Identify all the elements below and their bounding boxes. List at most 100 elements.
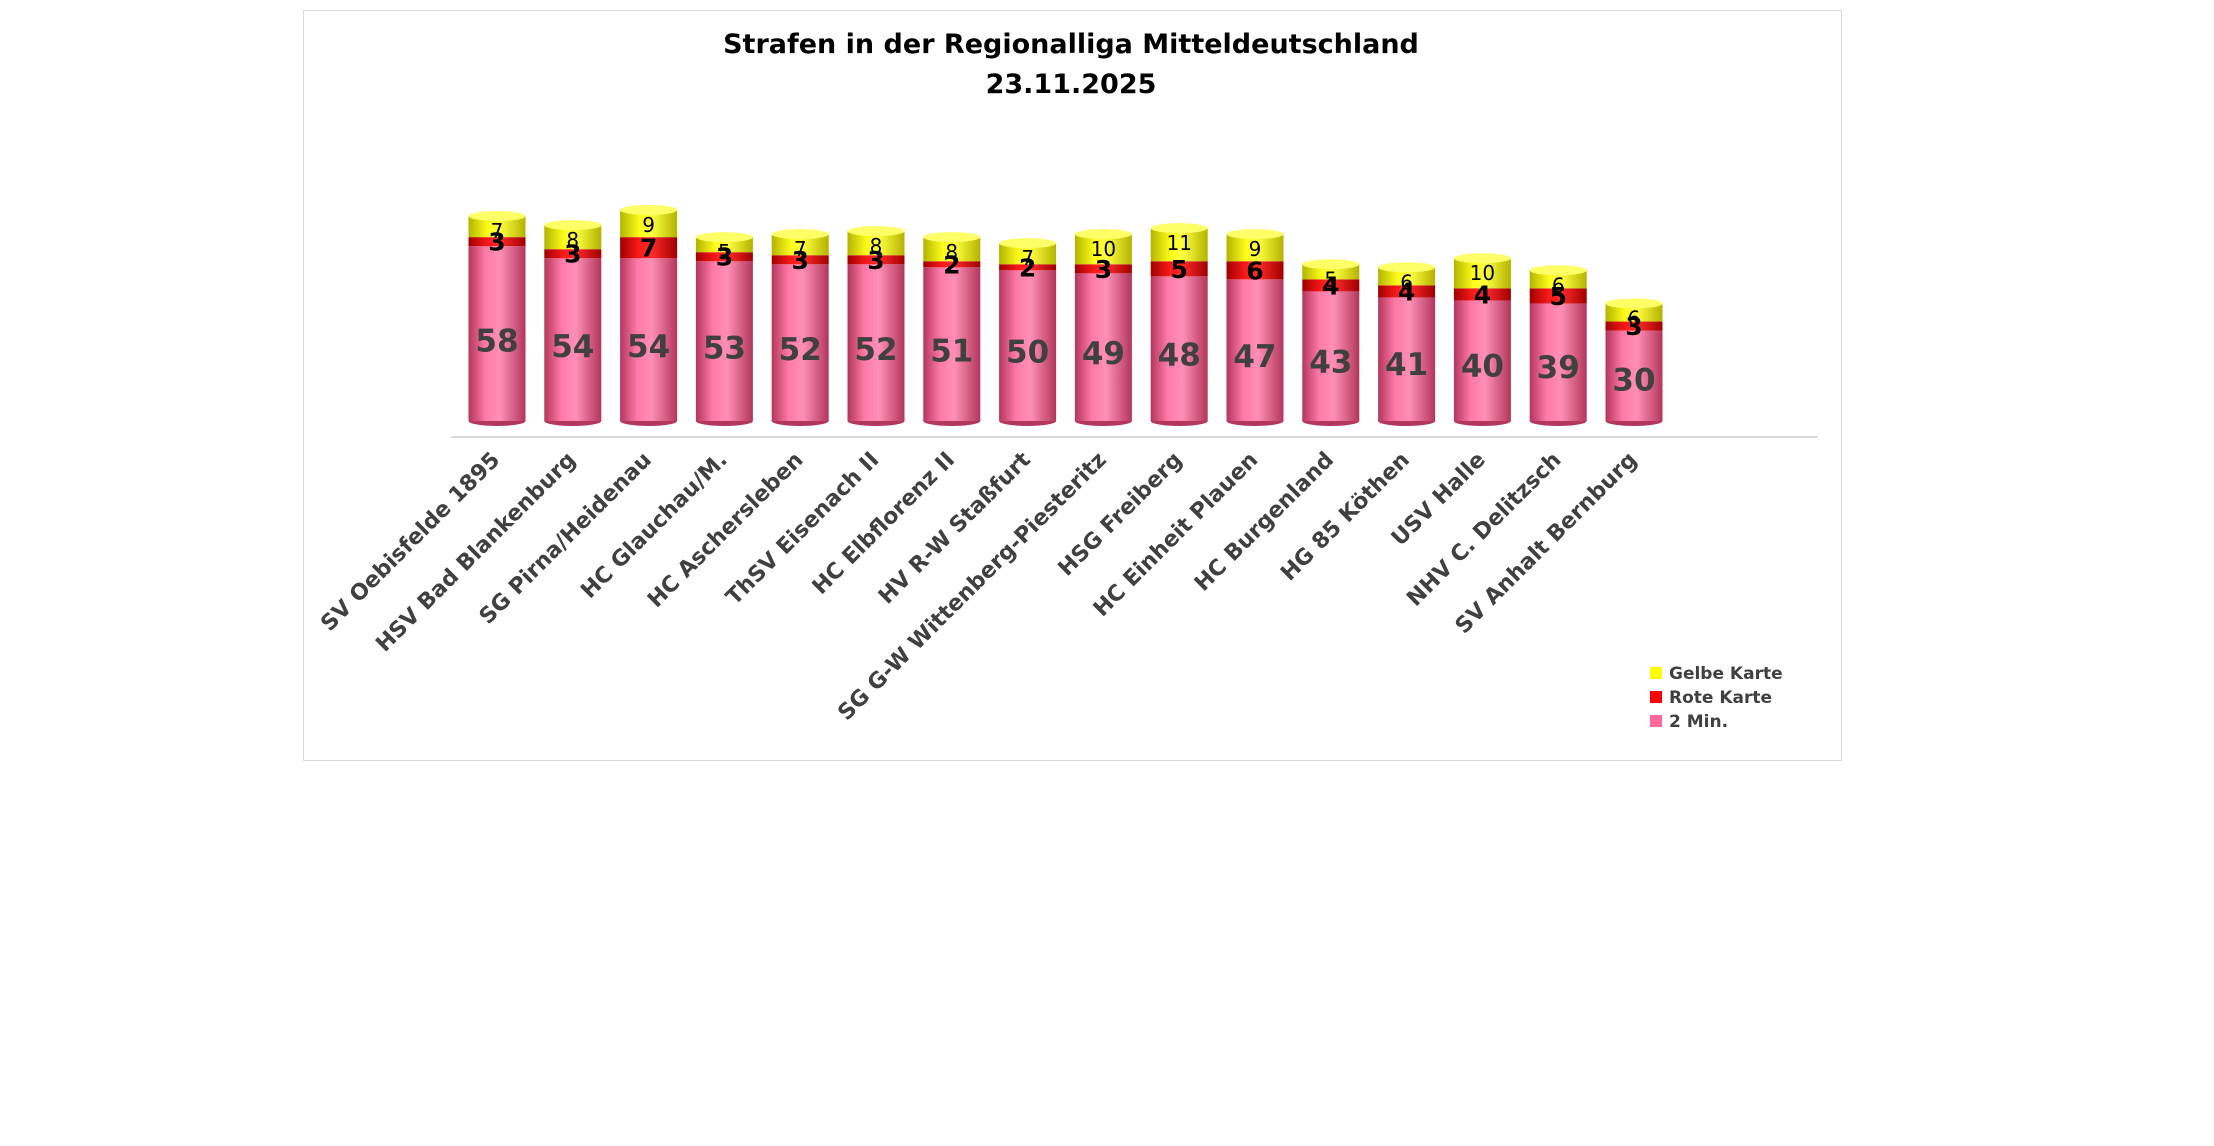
bar-2-min <box>695 261 753 421</box>
data-label-gelbe-karte: 9 <box>1249 237 1262 261</box>
bar-gelbe-karte <box>1453 258 1511 289</box>
data-label-rote-karte: 2 <box>1019 253 1036 282</box>
bar-2-min <box>847 264 905 421</box>
bar-group <box>468 211 526 426</box>
bar-group <box>771 229 829 426</box>
data-label-gelbe-karte: 11 <box>1166 231 1191 255</box>
bar-rote-karte <box>1529 288 1587 304</box>
bar-top-cap <box>695 232 753 243</box>
bar-top-cap <box>1150 223 1208 234</box>
data-label-2-min: 50 <box>1006 335 1049 371</box>
bar-rote-karte <box>1074 264 1132 274</box>
data-label-2-min: 51 <box>930 333 973 369</box>
bar-rote-karte <box>1302 279 1360 292</box>
legend-label-gelbe-karte: Gelbe Karte <box>1669 664 1783 684</box>
data-label-2-min: 39 <box>1537 350 1580 386</box>
bar-rote-karte <box>695 252 753 262</box>
tick-label: HC Glauchau/M. <box>576 448 732 604</box>
data-label-2-min: 58 <box>475 324 518 360</box>
data-label-gelbe-karte: 8 <box>945 240 958 264</box>
legend-label-rote-karte: Rote Karte <box>1669 688 1772 708</box>
data-label-rote-karte: 4 <box>1322 271 1339 300</box>
data-label-gelbe-karte: 7 <box>794 237 807 261</box>
data-label-rote-karte: 5 <box>1170 255 1187 284</box>
bar-rote-karte <box>923 261 981 268</box>
data-label-2-min: 54 <box>551 329 594 365</box>
bar-top-cap <box>1074 229 1132 240</box>
bar-rote-karte <box>1150 261 1208 277</box>
bar-top-cap <box>1605 298 1663 309</box>
data-label-gelbe-karte: 5 <box>718 240 731 264</box>
bar-top-cap <box>544 220 602 231</box>
bar-group <box>1302 259 1360 426</box>
data-label-rote-karte: 3 <box>791 246 808 275</box>
data-label-rote-karte: 3 <box>488 228 505 257</box>
data-label-2-min: 30 <box>1612 362 1655 398</box>
tick-label: HV R-W Staßfurt <box>874 447 1036 609</box>
bar-group <box>620 205 678 426</box>
bar-top-cap <box>1378 262 1436 273</box>
bar-rote-karte <box>1605 321 1663 331</box>
bar-rote-karte <box>999 264 1057 271</box>
bar-top-cap <box>999 238 1057 249</box>
data-label-rote-karte: 6 <box>1246 256 1263 285</box>
bar-top-cap <box>847 226 905 237</box>
bar-gelbe-karte <box>1150 228 1208 262</box>
bar-2-min <box>620 258 678 421</box>
bar-group <box>923 232 981 426</box>
data-label-gelbe-karte: 8 <box>870 234 883 258</box>
bar-top-cap <box>771 229 829 240</box>
bar-group <box>1529 265 1587 426</box>
data-label-gelbe-karte: 5 <box>1324 267 1337 291</box>
tick-label: HC Burgenland <box>1190 448 1339 597</box>
bar-gelbe-karte <box>771 234 829 256</box>
data-label-gelbe-karte: 8 <box>566 228 579 252</box>
bar-top-cap <box>620 205 678 216</box>
data-label-gelbe-karte: 6 <box>1400 270 1413 294</box>
bar-rote-karte <box>1226 261 1284 280</box>
bar-top-cap <box>1226 229 1284 240</box>
tick-label: SG G-W Wittenberg-Piesteritz <box>834 448 1112 726</box>
bar-group <box>695 232 753 426</box>
data-label-rote-karte: 3 <box>716 243 733 272</box>
chart-frame: Strafen in der Regionalliga Mitteldeutsc… <box>303 10 1842 761</box>
data-label-rote-karte: 4 <box>1398 277 1415 306</box>
bar-rote-karte <box>771 255 829 265</box>
bar-group <box>847 226 905 426</box>
bar-2-min <box>468 246 526 421</box>
bar-top-cap <box>468 211 526 222</box>
data-label-2-min: 52 <box>779 332 822 368</box>
chart-title: Strafen in der Regionalliga Mitteldeutsc… <box>723 29 1419 60</box>
bar-top-cap <box>1453 253 1511 264</box>
bar-gelbe-karte <box>1529 270 1587 289</box>
bar-rote-karte <box>620 237 678 259</box>
bar-2-min <box>1605 330 1663 421</box>
bar-group <box>1226 229 1284 426</box>
bar-rote-karte <box>847 255 905 265</box>
bar-2-min <box>1074 273 1132 421</box>
bar-top-cap <box>923 232 981 243</box>
data-labels: 5837543854795335523752385128502749310485… <box>475 213 1655 398</box>
data-label-rote-karte: 3 <box>564 240 581 269</box>
bar-group <box>999 238 1057 426</box>
data-label-rote-karte: 2 <box>943 250 960 279</box>
bar-2-min <box>544 258 602 421</box>
data-label-2-min: 52 <box>854 332 897 368</box>
data-label-gelbe-karte: 7 <box>491 219 504 243</box>
bar-group <box>1453 253 1511 426</box>
bar-2-min <box>999 270 1057 421</box>
data-label-2-min: 47 <box>1233 339 1276 375</box>
data-label-2-min: 41 <box>1385 347 1428 383</box>
bar-group <box>544 220 602 426</box>
data-label-2-min: 48 <box>1158 337 1201 373</box>
chart-svg: Strafen in der Regionalliga Mitteldeutsc… <box>316 29 1818 732</box>
data-label-2-min: 40 <box>1461 349 1504 385</box>
tick-label: HC Elbflorenz II <box>808 448 960 600</box>
bar-2-min <box>771 264 829 421</box>
legend-swatch-gelbe-karte <box>1650 667 1662 679</box>
data-label-gelbe-karte: 10 <box>1091 237 1116 261</box>
bar-rote-karte <box>544 249 602 259</box>
bar-gelbe-karte <box>999 243 1057 265</box>
data-label-2-min: 49 <box>1082 336 1125 372</box>
